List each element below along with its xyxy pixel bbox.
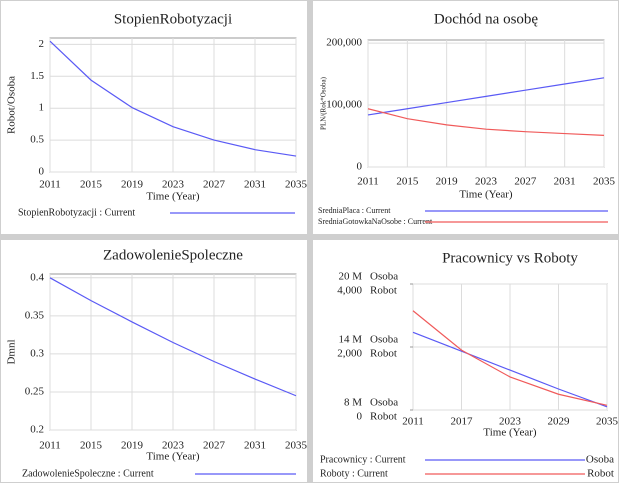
x-tick-label: 2017 (451, 416, 474, 428)
x-tick-label: 2023 (162, 179, 185, 191)
y-tick-label: 0.25 (25, 385, 45, 397)
y-tick-label: 200,000 (326, 37, 362, 49)
y-tick-label: 20 M (338, 271, 362, 283)
series-line (412, 331, 608, 408)
legend-label: SredniaGotowkaNaOsobe : Current (318, 217, 433, 226)
chart-title: Pracownicy vs Roboty (442, 250, 578, 266)
x-tick-label: 2035 (285, 179, 308, 191)
x-tick-label: 2029 (548, 416, 571, 428)
y-tick-label: 0.5 (30, 134, 44, 146)
x-tick-label: 2023 (162, 440, 185, 452)
panel (313, 240, 618, 482)
y-axis-unit: Osoba (370, 271, 398, 283)
y-tick-label: 0 (39, 166, 45, 178)
x-tick-label: 2015 (80, 440, 103, 452)
y2-tick-label: 4,000 (337, 285, 362, 297)
x-tick-label: 2031 (244, 440, 266, 452)
legend-label: StopienRobotyzacji : Current (18, 207, 135, 218)
y-tick-label: 14 M (338, 334, 362, 346)
legend-label: ZadowolenieSpoleczne : Current (22, 468, 154, 479)
x-tick-label: 2019 (121, 440, 144, 452)
y-tick-label: 0.2 (30, 424, 44, 436)
y2-tick-label: 2,000 (337, 348, 362, 360)
panel (1, 240, 307, 482)
y-tick-label: 0 (357, 161, 363, 173)
y-tick-label: 0.35 (25, 309, 45, 321)
x-tick-label: 2019 (436, 176, 459, 188)
y-axis-label: Robot/Osoba (6, 76, 18, 134)
x-tick-label: 2023 (499, 416, 522, 428)
series-line (49, 277, 297, 397)
y2-axis-unit: Robot (370, 285, 397, 297)
x-tick-label: 2027 (203, 179, 226, 191)
legend-unit: Osoba (586, 454, 614, 466)
x-tick-label: 2031 (554, 176, 576, 188)
y-axis-unit: Osoba (370, 397, 398, 409)
x-axis-label: Time (Year) (459, 189, 513, 201)
y2-tick-label: 0 (357, 411, 363, 423)
x-tick-label: 2015 (396, 176, 419, 188)
x-axis-label: Time (Year) (483, 427, 537, 439)
y2-axis-unit: Robot (370, 411, 397, 423)
y-tick-label: 1.5 (30, 70, 44, 82)
chart-title: StopienRobotyzacji (114, 11, 232, 27)
x-tick-label: 2023 (475, 176, 498, 188)
series-line (49, 40, 297, 157)
x-tick-label: 2019 (121, 179, 144, 191)
chart-title: ZadowolenieSpoleczne (103, 247, 243, 263)
legend-label: Pracownicy : Current (320, 454, 406, 465)
x-tick-label: 2035 (596, 416, 619, 428)
y-tick-label: 8 M (344, 397, 362, 409)
y-tick-label: 2 (39, 38, 45, 50)
legend-label: Roboty : Current (320, 468, 388, 479)
legend-unit: Robot (587, 468, 614, 480)
y-axis-label: Dmnl (6, 339, 18, 364)
y-tick-label: 0.4 (30, 271, 44, 283)
x-tick-label: 2035 (285, 440, 308, 452)
x-tick-label: 2027 (203, 440, 226, 452)
chart-title: Dochód na osobę (434, 11, 538, 27)
legend-label: SredniaPlaca : Current (318, 206, 391, 215)
x-tick-label: 2027 (514, 176, 537, 188)
y-axis-unit: Osoba (370, 334, 398, 346)
series-line (412, 310, 608, 406)
x-tick-label: 2031 (244, 179, 266, 191)
x-tick-label: 2011 (39, 440, 61, 452)
x-tick-label: 2011 (357, 176, 379, 188)
x-tick-label: 2011 (402, 416, 424, 428)
series-line (367, 108, 605, 137)
y-tick-label: 0.3 (30, 347, 44, 359)
x-tick-label: 2011 (39, 179, 61, 191)
series-line (367, 77, 605, 116)
x-tick-label: 2015 (80, 179, 103, 191)
x-axis-label: Time (Year) (146, 451, 200, 463)
x-tick-label: 2035 (593, 176, 616, 188)
y-axis-label: PLN/(Rok*Osoba) (320, 76, 328, 130)
y-tick-label: 1 (39, 102, 45, 114)
y-tick-label: 100,000 (326, 99, 362, 111)
y2-axis-unit: Robot (370, 348, 397, 360)
x-axis-label: Time (Year) (146, 191, 200, 203)
